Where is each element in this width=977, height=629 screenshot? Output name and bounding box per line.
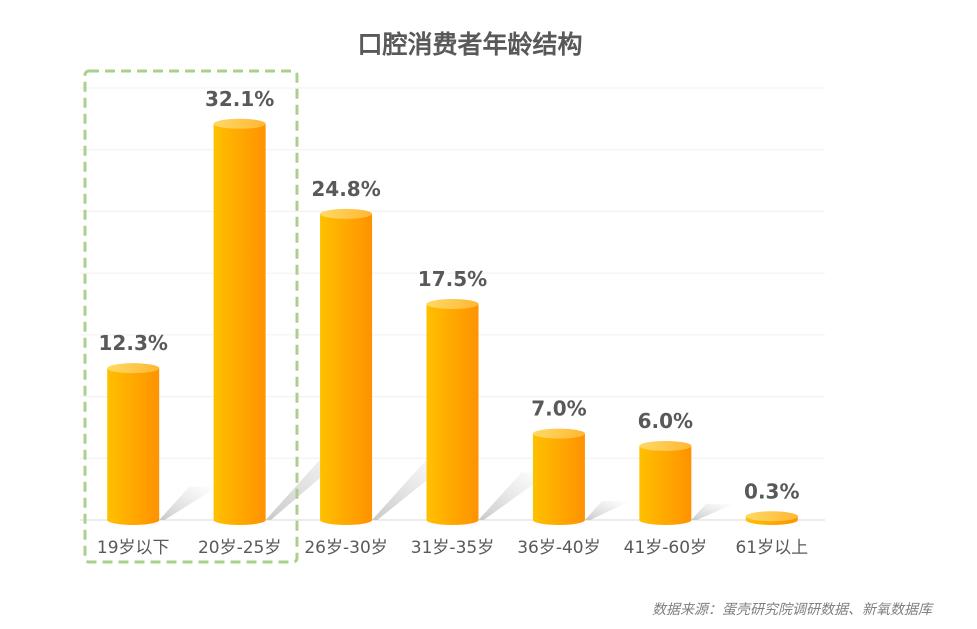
bar [532, 428, 585, 525]
bar [320, 208, 373, 525]
bars [107, 118, 798, 526]
category-label: 41岁-60岁 [624, 538, 707, 558]
value-label: 24.8% [311, 177, 380, 201]
chart-title: 口腔消费者年龄结构 [357, 30, 582, 59]
bar-body [532, 433, 585, 525]
bar-cap [745, 511, 798, 522]
bar-body [426, 304, 479, 525]
bar [426, 299, 479, 525]
value-label: 7.0% [531, 397, 586, 421]
bar-shadow [584, 500, 631, 520]
value-label: 12.3% [99, 331, 168, 355]
bar-body [639, 445, 692, 525]
category-label: 19岁以下 [97, 538, 170, 558]
category-labels: 19岁以下 20岁-25岁 26岁-30岁 31岁-35岁 36岁-40岁 41岁-60岁… [97, 538, 808, 558]
value-label: 6.0% [638, 409, 693, 433]
bar-cap [213, 118, 266, 129]
value-label: 32.1% [205, 87, 274, 111]
bar-cap [532, 428, 585, 439]
bar-shadow [478, 472, 550, 520]
value-labels: 12.3% 32.1% 24.8% 17.5% 7.0% 6.0% 0.3% [99, 87, 800, 504]
bar-cap [107, 363, 160, 374]
highlight-box [83, 69, 299, 564]
value-label: 17.5% [418, 267, 487, 291]
bar-cap [639, 440, 692, 451]
category-label: 36岁-40岁 [517, 538, 600, 558]
category-label: 61岁以上 [735, 538, 808, 558]
bar-shadow [691, 503, 735, 520]
bar-shadow [159, 486, 218, 520]
category-label: 31岁-35岁 [411, 538, 494, 558]
bar-cap [426, 299, 479, 309]
bar-cap [320, 208, 373, 219]
category-label: 26岁-30岁 [304, 538, 387, 558]
bar [639, 440, 692, 525]
value-label: 0.3% [744, 479, 799, 503]
bar [745, 511, 798, 525]
bar-body [213, 123, 266, 526]
bar-body [320, 213, 373, 525]
category-label: 20岁-25岁 [198, 538, 281, 558]
source-note: 数据来源：蛋壳研究院调研数据、新氧数据库 [652, 602, 934, 618]
bar [213, 118, 266, 526]
bar-body [107, 368, 160, 525]
bar [107, 363, 160, 525]
